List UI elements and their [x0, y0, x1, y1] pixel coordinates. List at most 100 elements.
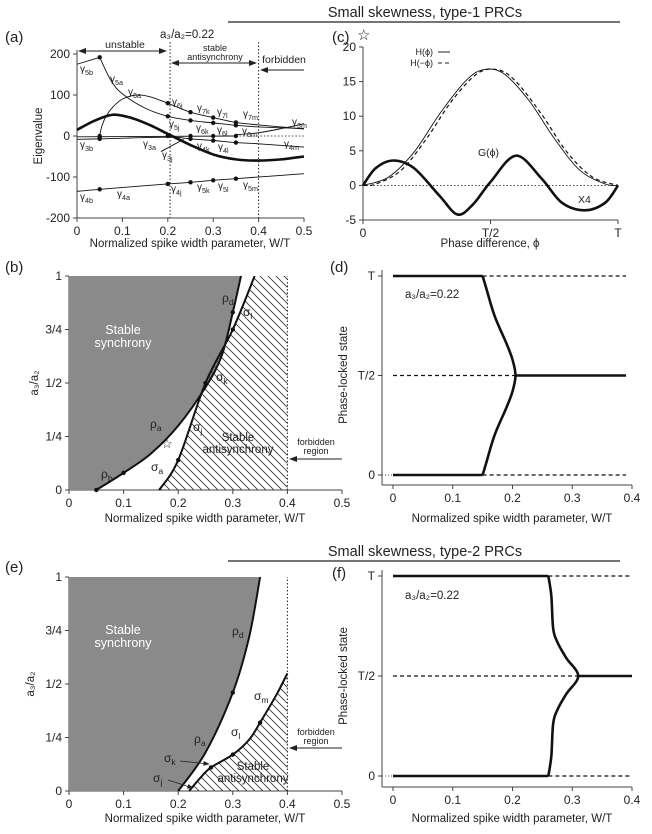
y-tick-label: 1/4 [45, 430, 62, 444]
sigma-marker [257, 720, 263, 725]
data-marker [211, 138, 216, 143]
region-unstable-label: unstable [105, 39, 145, 51]
series-line-7 [76, 136, 305, 148]
data-marker [233, 123, 239, 128]
panel-b-letter: (b) [5, 259, 23, 276]
data-marker [188, 110, 193, 115]
curve-label: σl [231, 725, 240, 741]
curve-label: σk [216, 370, 228, 386]
data-marker [97, 136, 102, 142]
x-tick-label: 0.1 [444, 491, 461, 505]
curve-label: γ7l [217, 107, 228, 120]
data-marker [97, 187, 102, 192]
region-antisynchrony-label: antisynchrony [187, 52, 243, 62]
stable-antisynchrony-region [159, 276, 288, 490]
sigma-marker [230, 327, 235, 332]
series-line-6 [76, 135, 236, 138]
stable-synchrony-label: Stable [105, 323, 140, 337]
ratio-label: a₃/a₂=0.22 [160, 29, 214, 41]
star-icon: ☆ [357, 27, 370, 44]
curve-label: γ6a [128, 87, 141, 100]
y-tick-label: -5 [345, 213, 356, 227]
curve-label: γ4a [117, 189, 130, 202]
series-line-4 [235, 123, 305, 136]
curve-label: σj [153, 771, 162, 787]
x-tick-label: 0.3 [564, 491, 581, 505]
curve-label: γ4k [197, 141, 210, 154]
stable-antisynchrony-label-2: antisynchrony [203, 444, 274, 456]
rho-marker [230, 310, 235, 315]
x-tick-label: 0.4 [279, 496, 296, 510]
curve-label: σl [243, 305, 252, 321]
star-marker: ☆ [161, 436, 173, 451]
sigma-boundary [188, 672, 289, 792]
curve-label: σk [164, 751, 176, 767]
panel-b-xlabel: Normalized spike width parameter, W/T [105, 513, 306, 525]
x-tick-label: 0 [66, 496, 73, 510]
y-tick-label: -200 [46, 211, 70, 225]
curve-label: γ5k [197, 182, 210, 195]
x-tick-label: 0.4 [624, 793, 641, 807]
sigma-j-arrow [167, 779, 194, 789]
series-line-0 [76, 113, 305, 162]
data-marker [188, 136, 193, 142]
data-marker [165, 101, 170, 106]
legend-h-phi: H(ϕ) [415, 47, 433, 57]
sigma-marker [230, 752, 235, 757]
x-tick-label: 0.1 [444, 793, 461, 807]
curve-label: σj [193, 420, 202, 436]
panel-e-letter: (e) [5, 559, 23, 576]
y-tick-label: 5 [349, 144, 356, 158]
series-line-2 [361, 154, 620, 216]
curve-label: γ6m [242, 126, 257, 139]
curve-label: ρa [150, 417, 162, 433]
curve-label: γ5m [243, 180, 258, 193]
x-tick-label: 0.1 [114, 224, 131, 238]
stable-antisynchrony-label: Stable [237, 761, 270, 773]
x-tick-label: 0.2 [159, 224, 176, 238]
rho-marker [121, 470, 126, 476]
x-tick-label: 0 [360, 226, 367, 240]
panel-d-xlabel: Normalized spike width parameter, W/T [412, 513, 613, 525]
data-marker [165, 114, 170, 119]
data-marker [211, 178, 216, 183]
stable-antisynchrony-region [189, 673, 288, 791]
data-marker [165, 181, 170, 187]
scale-x4-label: X4 [578, 194, 591, 206]
x-tick-label: 0.2 [170, 496, 187, 510]
x-tick-label: 0.5 [334, 496, 351, 510]
x-tick-label: 0 [74, 224, 81, 238]
y-tick-label: 0 [368, 468, 375, 482]
panel-f-letter: (f) [332, 565, 346, 582]
y-tick-label: 15 [343, 75, 357, 89]
curve-label: γ7m [243, 109, 258, 122]
curve-label: σm [254, 689, 269, 705]
stable-synchrony-label: Stable [105, 623, 140, 637]
curve-label: γ6k [196, 123, 209, 136]
y-tick-label: 1 [55, 269, 62, 283]
curve-label: γ3m [292, 117, 307, 130]
stable-synchrony-label-2: synchrony [95, 336, 153, 350]
curve-label: γ3a [143, 139, 156, 152]
data-marker [233, 140, 239, 145]
y-tick-label: 200 [50, 47, 70, 61]
x-tick-label: 0.3 [224, 797, 241, 811]
curve-label: γ7k [197, 103, 210, 116]
x-tick-label: 0 [390, 793, 397, 807]
x-tick-label: 0.4 [250, 224, 267, 238]
x-tick-label: 0.1 [115, 496, 132, 510]
panel-d-letter: (d) [330, 259, 348, 276]
series-line-6 [481, 275, 517, 476]
x-tick-label: 0.2 [170, 797, 187, 811]
x-tick-label: 0.3 [224, 496, 241, 510]
curve-label: γ5j [169, 119, 180, 132]
stable-antisynchrony-label: Stable [222, 432, 255, 444]
series-line-8 [160, 138, 184, 152]
sigma-marker [208, 765, 214, 770]
panel-b-ylabel: a₃/a₂ [29, 370, 41, 395]
panel-f-xlabel: Normalized spike width parameter, W/T [412, 813, 613, 825]
panel-d-ylabel: Phase-locked state [338, 326, 350, 424]
g-phi-label: G(ϕ) [478, 147, 499, 159]
data-marker [233, 176, 239, 181]
